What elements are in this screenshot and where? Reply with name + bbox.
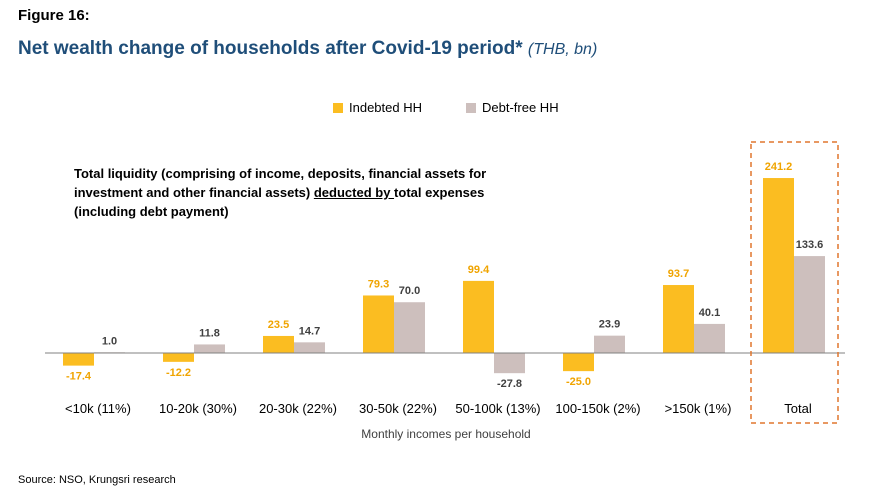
data-label: -12.2 bbox=[166, 367, 191, 379]
data-label: -17.4 bbox=[66, 371, 92, 383]
data-label: 99.4 bbox=[468, 264, 490, 276]
data-label: 23.9 bbox=[599, 319, 620, 331]
chart-title-main: Net wealth change of households after Co… bbox=[18, 38, 523, 59]
bar-indebted bbox=[563, 353, 594, 372]
bar-indebted bbox=[763, 178, 794, 353]
x-tick-label: 100-150k (2%) bbox=[555, 401, 640, 416]
total-highlight-box bbox=[750, 141, 839, 424]
data-label: 1.0 bbox=[102, 335, 117, 347]
data-label: 79.3 bbox=[368, 278, 389, 290]
x-axis-label: Monthly incomes per household bbox=[361, 427, 530, 441]
data-label: 40.1 bbox=[699, 307, 720, 319]
chart-title-unit: (THB, bn) bbox=[527, 41, 598, 58]
legend-label-indebted: Indebted HH bbox=[349, 100, 422, 115]
bar-debtfree bbox=[294, 342, 325, 353]
x-tick-label: <10k (11%) bbox=[65, 401, 131, 416]
annotation-text-2: total expenses (including debt payment) bbox=[74, 185, 485, 219]
bar-indebted bbox=[63, 353, 94, 366]
legend-item-indebted: Indebted HH bbox=[333, 100, 422, 115]
bar-debtfree bbox=[594, 335, 625, 353]
bar-indebted bbox=[463, 280, 494, 353]
data-label: 14.7 bbox=[299, 325, 320, 337]
data-label: 93.7 bbox=[668, 268, 689, 280]
figure-label: Figure 16: bbox=[18, 7, 90, 24]
data-label: 241.2 bbox=[765, 161, 793, 173]
bar-indebted bbox=[163, 353, 194, 362]
x-tick-label: 20-30k (22%) bbox=[259, 401, 337, 416]
chart-annotation: Total liquidity (comprising of income, d… bbox=[74, 164, 504, 221]
bar-indebted bbox=[363, 295, 394, 353]
data-label: 133.6 bbox=[796, 239, 824, 251]
bar-indebted bbox=[663, 285, 694, 353]
x-tick-label: 50-100k (13%) bbox=[455, 401, 540, 416]
chart-title: Net wealth change of households after Co… bbox=[18, 38, 597, 60]
x-tick-label: 10-20k (30%) bbox=[159, 401, 237, 416]
data-label: -25.0 bbox=[566, 376, 591, 388]
source-note: Source: NSO, Krungsri research bbox=[18, 474, 176, 486]
data-label: -27.8 bbox=[497, 378, 522, 390]
data-label: 23.5 bbox=[268, 319, 289, 331]
bar-debtfree bbox=[394, 302, 425, 353]
data-label: 70.0 bbox=[399, 285, 420, 297]
bar-debtfree bbox=[494, 353, 525, 374]
bar-debtfree bbox=[694, 323, 725, 353]
annotation-text-1: Total liquidity (comprising of income, d… bbox=[74, 166, 487, 200]
x-tick-label: >150k (1%) bbox=[665, 401, 732, 416]
legend: Indebted HH Debt-free HH bbox=[333, 100, 559, 115]
legend-swatch-debtfree bbox=[466, 102, 476, 113]
legend-label-debtfree: Debt-free HH bbox=[482, 100, 559, 115]
legend-swatch-indebted bbox=[333, 102, 343, 113]
annotation-underlined: deducted by bbox=[313, 185, 395, 200]
x-tick-label: Total bbox=[784, 401, 812, 416]
bar-debtfree bbox=[794, 256, 825, 353]
legend-item-debtfree: Debt-free HH bbox=[466, 100, 559, 115]
bar-debtfree bbox=[194, 344, 225, 353]
bar-indebted bbox=[263, 335, 294, 353]
data-label: 11.8 bbox=[199, 327, 220, 339]
x-tick-label: 30-50k (22%) bbox=[359, 401, 437, 416]
